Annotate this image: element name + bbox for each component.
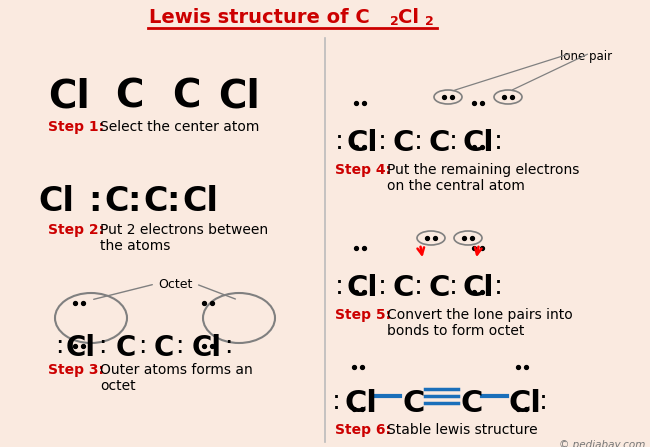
Text: lone pair: lone pair <box>560 50 612 63</box>
Text: C: C <box>461 389 484 418</box>
Text: Step 3:: Step 3: <box>48 363 104 377</box>
Text: 2: 2 <box>390 15 398 28</box>
Text: C: C <box>403 389 425 418</box>
Text: :: : <box>335 129 344 155</box>
Text: Cl: Cl <box>48 78 90 116</box>
Text: :: : <box>138 334 146 358</box>
Text: Cl: Cl <box>344 389 377 418</box>
Text: Cl: Cl <box>218 78 260 116</box>
Text: :: : <box>378 274 387 300</box>
Text: Put the remaining electrons
on the central atom: Put the remaining electrons on the centr… <box>387 163 579 193</box>
Text: Step 5:: Step 5: <box>335 308 391 322</box>
Text: :: : <box>414 274 423 300</box>
Text: :: : <box>88 185 101 218</box>
Text: :: : <box>414 129 423 155</box>
Text: :: : <box>335 274 344 300</box>
Text: C: C <box>172 78 200 116</box>
Text: Cl: Cl <box>192 334 222 362</box>
Text: C: C <box>104 185 129 218</box>
Text: Step 2:: Step 2: <box>48 223 104 237</box>
Text: Convert the lone pairs into
bonds to form octet: Convert the lone pairs into bonds to for… <box>387 308 573 338</box>
Text: Stable lewis structure: Stable lewis structure <box>387 423 538 437</box>
Text: Step 1:: Step 1: <box>48 120 104 134</box>
Text: Step 4:: Step 4: <box>335 163 391 177</box>
Text: :: : <box>494 274 503 300</box>
Text: Cl: Cl <box>38 185 74 218</box>
Text: :: : <box>332 389 341 415</box>
Text: C: C <box>393 274 415 302</box>
Text: :: : <box>98 334 107 358</box>
Text: :: : <box>55 334 64 358</box>
Text: :: : <box>449 129 458 155</box>
Text: C: C <box>116 334 136 362</box>
Text: Cl: Cl <box>347 274 378 302</box>
Text: C: C <box>143 185 168 218</box>
Text: Cl: Cl <box>509 389 542 418</box>
Text: :: : <box>494 129 503 155</box>
Text: Cl: Cl <box>182 185 218 218</box>
Text: C: C <box>115 78 144 116</box>
Text: © pediabay.com: © pediabay.com <box>558 440 645 447</box>
Text: :: : <box>224 334 233 358</box>
Text: :: : <box>539 389 548 415</box>
Text: Lewis structure of C: Lewis structure of C <box>149 8 370 27</box>
Text: 2: 2 <box>425 15 434 28</box>
Text: :: : <box>127 185 140 218</box>
Text: :: : <box>378 129 387 155</box>
Text: Step 6:: Step 6: <box>335 423 391 437</box>
Text: Outer atoms forms an
octet: Outer atoms forms an octet <box>100 363 253 393</box>
Text: Cl: Cl <box>347 129 378 157</box>
Text: Octet: Octet <box>158 278 192 291</box>
Text: Put 2 electrons between
the atoms: Put 2 electrons between the atoms <box>100 223 268 253</box>
Text: Cl: Cl <box>398 8 419 27</box>
Text: C: C <box>428 274 449 302</box>
Text: Select the center atom: Select the center atom <box>100 120 259 134</box>
Text: Cl: Cl <box>463 129 495 157</box>
Text: C: C <box>393 129 415 157</box>
Text: :: : <box>449 274 458 300</box>
Text: Cl: Cl <box>66 334 96 362</box>
Text: :: : <box>175 334 183 358</box>
Text: C: C <box>154 334 174 362</box>
Text: C: C <box>428 129 449 157</box>
Text: :: : <box>166 185 179 218</box>
Text: Cl: Cl <box>463 274 495 302</box>
